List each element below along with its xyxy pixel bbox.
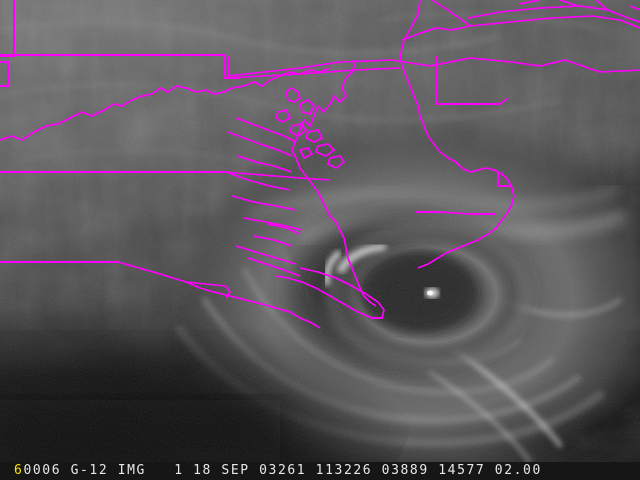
status-highlight-char: 6 [14,463,24,478]
satellite-raster [0,0,640,462]
status-bar: 60006 G-12 IMG 1 18 SEP 03261 113226 038… [0,462,640,480]
status-text-line: 60006 G-12 IMG 1 18 SEP 03261 113226 038… [14,464,542,478]
satellite-image-canvas [0,0,640,462]
geography-overlay [0,0,640,329]
status-rest-text: 0006 G-12 IMG 1 18 SEP 03261 113226 0388… [23,463,542,478]
